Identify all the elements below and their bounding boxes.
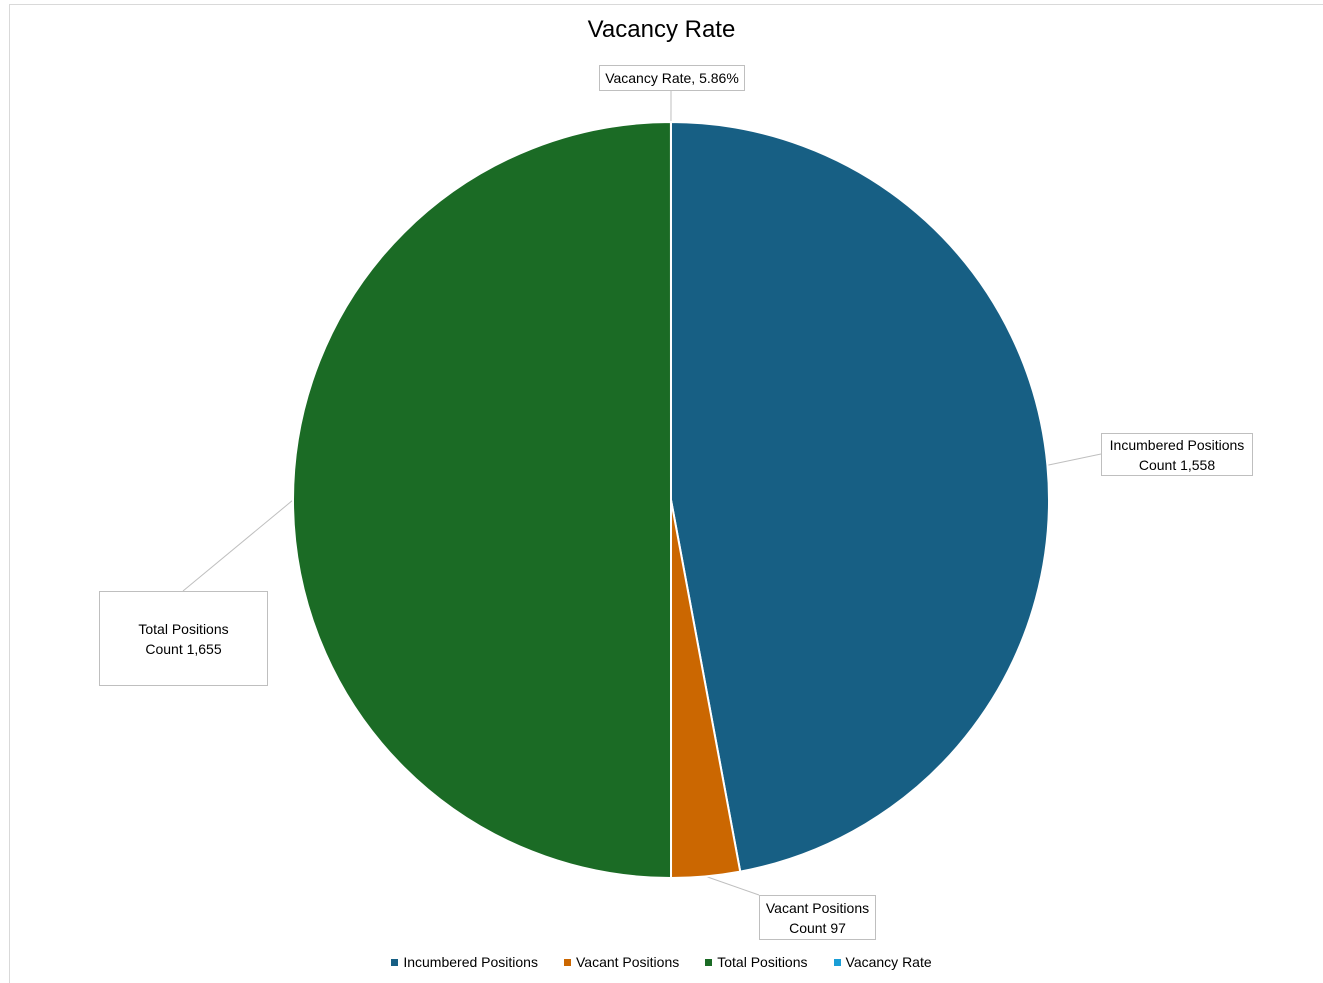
chart-legend: Incumbered Positions Vacant Positions To… xyxy=(0,954,1323,970)
legend-label: Vacancy Rate xyxy=(845,954,932,970)
legend-label: Total Positions xyxy=(717,954,808,970)
legend-item-vacant-positions: Vacant Positions xyxy=(563,954,680,970)
leader-lines xyxy=(182,90,1102,896)
data-label-count: Count 1,655 xyxy=(145,640,222,657)
legend-swatch xyxy=(705,958,713,966)
legend-label: Vacant Positions xyxy=(575,954,680,970)
data-label-vacant-positions: Vacant Positions Count 97 xyxy=(759,895,876,940)
legend-swatch xyxy=(391,958,399,966)
leader-line xyxy=(705,875,760,896)
data-label-incumbered-positions: Incumbered Positions Count 1,558 xyxy=(1101,433,1253,476)
data-label-line: Incumbered Positions xyxy=(1109,436,1245,453)
legend-label: Incumbered Positions xyxy=(403,954,538,970)
legend-item-total-positions: Total Positions xyxy=(705,954,808,970)
data-label-count: Count 97 xyxy=(789,919,846,936)
legend-item-vacancy-rate: Vacancy Rate xyxy=(833,954,932,970)
data-label-count: Count 1,558 xyxy=(1138,456,1216,473)
leader-line xyxy=(1047,453,1102,466)
pie-slice-total-positions xyxy=(291,120,673,880)
legend-swatch xyxy=(563,958,571,966)
legend-swatch xyxy=(833,958,841,966)
chart-title: Vacancy Rate xyxy=(587,16,736,43)
data-label-line: Total Positions xyxy=(138,620,229,637)
data-label-total-positions: Total Positions Count 1,655 xyxy=(99,591,268,686)
data-label-line: Vacant Positions xyxy=(765,899,870,916)
pie-slices xyxy=(291,120,1050,880)
legend-item-incumbered-positions: Incumbered Positions xyxy=(391,954,538,970)
data-label-vacancy-rate: Vacancy Rate, 5.86% xyxy=(599,65,745,91)
leader-line xyxy=(182,499,294,592)
data-label-line: Vacancy Rate, 5.86% xyxy=(605,70,739,86)
pie-slice-incumbered-positions xyxy=(670,120,1050,873)
